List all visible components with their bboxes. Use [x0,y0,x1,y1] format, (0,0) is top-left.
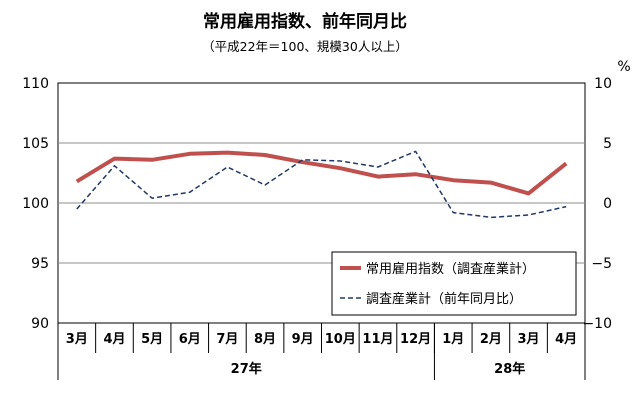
data-point-index [264,154,266,156]
data-point-yoy [151,197,153,199]
y-left-tick-label: 100 [22,196,49,212]
category-label: 4月 [555,332,577,347]
y-left-tick-label: 95 [31,256,49,272]
y-right-tick-label: 5 [603,136,612,152]
category-label: 7月 [216,332,238,347]
data-point-index [528,193,530,195]
year-group-label: 28年 [494,361,525,377]
data-point-index [114,158,116,160]
data-point-yoy [377,166,379,168]
y-left-tick-label: 90 [31,316,49,332]
series-layer [75,150,568,219]
data-point-yoy [565,206,567,208]
data-point-index [377,176,379,178]
data-point-yoy [189,191,191,193]
category-label: 8月 [254,332,276,347]
y-right-tick-label: 10 [594,76,612,92]
data-point-yoy [114,165,116,167]
data-point-index [340,167,342,169]
category-label: 6月 [179,332,201,347]
y-left-tick-label: 110 [22,76,49,92]
data-point-yoy [490,217,492,219]
data-point-yoy [452,212,454,214]
data-point-yoy [76,208,78,210]
right-axis-unit: % [617,59,630,75]
legend-box [331,251,577,316]
data-point-yoy [302,159,304,161]
y-right-tick-label: −10 [582,316,612,332]
data-point-index [151,159,153,161]
data-point-index [76,181,78,183]
data-point-yoy [415,151,417,153]
data-point-index [302,161,304,163]
series-line-index [75,150,568,196]
data-point-yoy [528,214,530,216]
legend-label-yoy: 調査産業計（前年同月比） [366,291,522,307]
axis-layer: 90 95 100 105 110 −10 −5 0 5 10 [22,76,612,332]
data-point-yoy [264,184,266,186]
category-label: 11月 [362,332,393,347]
chart-subtitle: （平成22年＝100、規模30人以上） [202,39,408,54]
data-point-yoy [340,160,342,162]
legend: 常用雇用指数（調査産業計） 調査産業計（前年同月比） [331,251,577,316]
data-point-index [415,173,417,175]
y-right-tick-label: 0 [603,196,612,212]
data-point-index [189,153,191,155]
data-point-yoy [227,166,229,168]
category-label: 2月 [480,332,502,347]
data-point-index [452,179,454,181]
chart-title: 常用雇用指数、前年同月比 [203,11,407,32]
y-right-tick-label: −5 [591,256,612,272]
year-group-label: 27年 [231,361,262,377]
data-point-index [227,152,229,154]
series-line-yoy [76,150,567,219]
category-label: 3月 [66,332,88,347]
category-label: 10月 [325,332,356,347]
category-label: 9月 [292,332,314,347]
data-point-index [565,163,567,165]
category-label: 4月 [103,332,125,347]
category-label: 3月 [518,332,540,347]
legend-label-index: 常用雇用指数（調査産業計） [366,261,535,277]
category-label: 12月 [400,332,431,347]
category-layer: 3月 4月 5月 6月 7月 8月 9月 10月 11月 12月 1月 2月 3月 4月 27年 28年 [57,323,586,380]
category-label: 5月 [141,332,163,347]
category-label: 1月 [442,332,464,347]
data-point-index [490,182,492,184]
y-left-tick-label: 105 [22,136,49,152]
